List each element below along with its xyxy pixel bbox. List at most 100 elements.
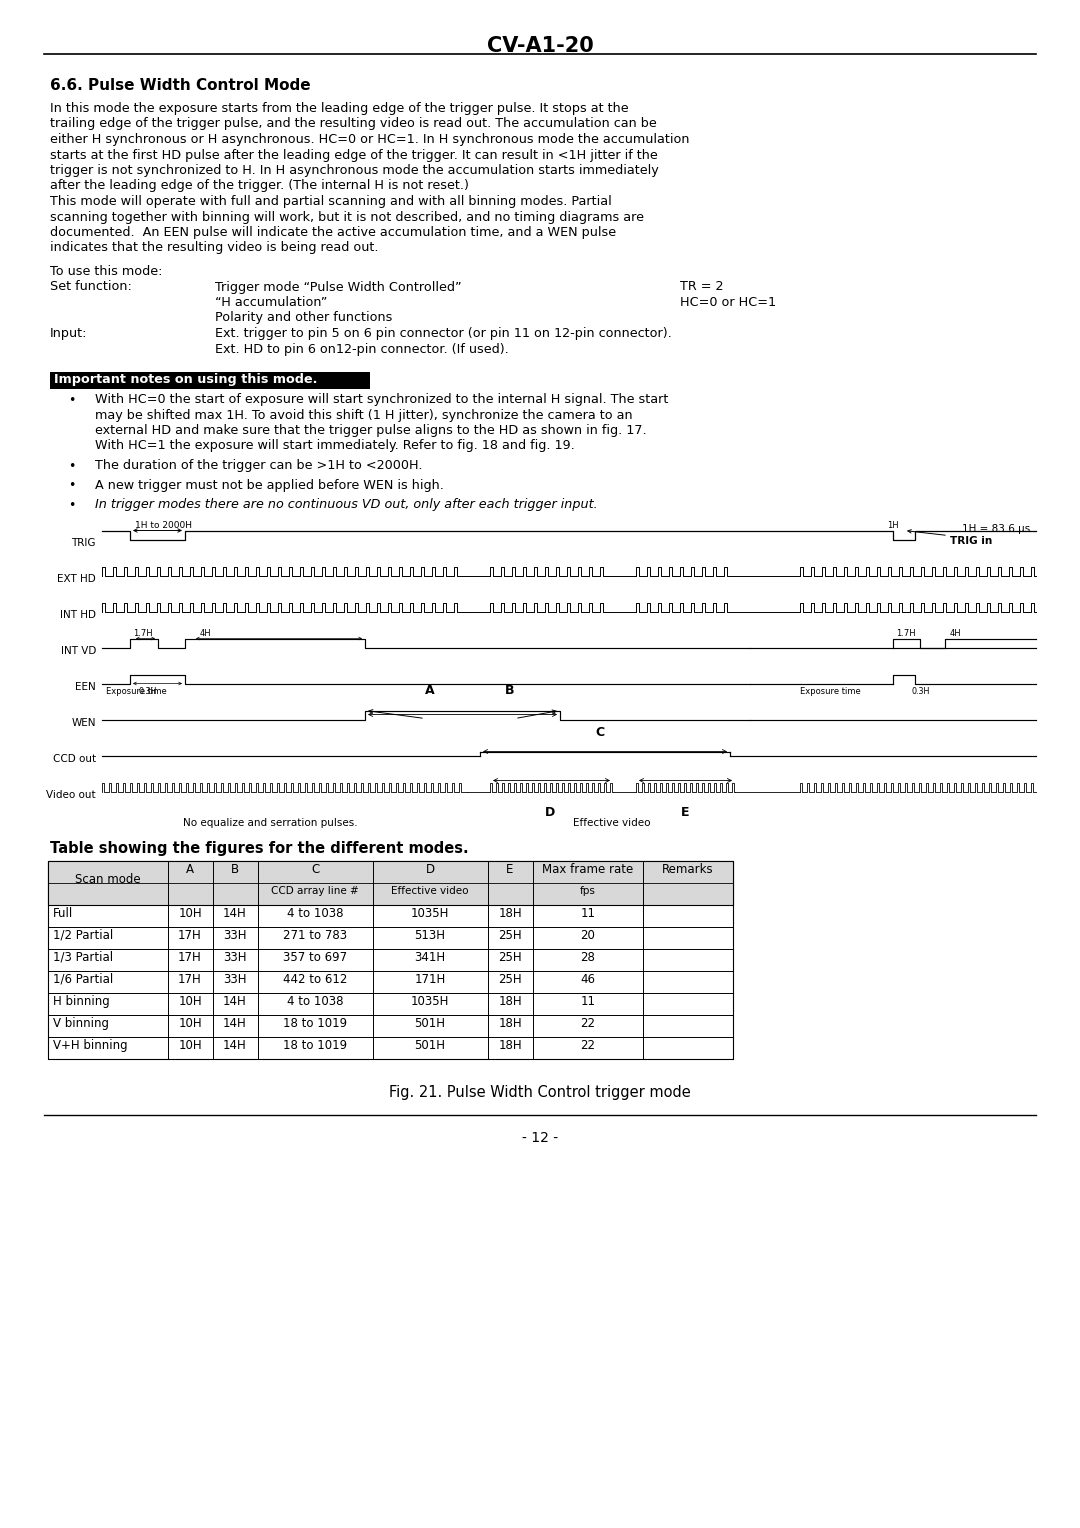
Text: 4H: 4H [200,628,212,637]
Text: 10H: 10H [178,995,202,1008]
Text: 4 to 1038: 4 to 1038 [287,908,343,920]
Text: CCD array line #: CCD array line # [271,886,359,897]
Text: fps: fps [580,886,596,897]
Text: 501H: 501H [415,1039,446,1051]
Text: 46: 46 [581,973,595,986]
Text: Scan mode: Scan mode [76,872,140,886]
Text: 4 to 1038: 4 to 1038 [287,995,343,1008]
Text: 357 to 697: 357 to 697 [283,950,347,964]
Text: INT HD: INT HD [60,611,96,620]
Text: D: D [545,807,555,819]
Text: This mode will operate with full and partial scanning and with all binning modes: This mode will operate with full and par… [50,196,611,208]
Text: 513H: 513H [415,929,446,941]
Bar [48,860,733,1059]
Text: 1/3 Partial: 1/3 Partial [53,950,113,964]
Text: 6.6. Pulse Width Control Mode: 6.6. Pulse Width Control Mode [50,78,311,93]
Text: 33H: 33H [224,929,246,941]
Text: 18 to 1019: 18 to 1019 [283,1039,347,1051]
Text: Full: Full [53,908,73,920]
Text: 1H = 83.6 μs: 1H = 83.6 μs [962,524,1030,533]
Text: 18 to 1019: 18 to 1019 [283,1018,347,1030]
Text: 33H: 33H [224,973,246,986]
Text: 4H: 4H [950,628,961,637]
Text: Set function:: Set function: [50,281,132,293]
Text: Ext. trigger to pin 5 on 6 pin connector (or pin 11 on 12-pin connector).: Ext. trigger to pin 5 on 6 pin connector… [215,327,672,341]
Text: With HC=1 the exposure will start immediately. Refer to fig. 18 and fig. 19.: With HC=1 the exposure will start immedi… [95,440,575,452]
Text: Table showing the figures for the different modes.: Table showing the figures for the differ… [50,840,469,856]
Text: scanning together with binning will work, but it is not described, and no timing: scanning together with binning will work… [50,211,644,223]
Text: 10H: 10H [178,1039,202,1051]
Text: 18H: 18H [498,995,522,1008]
Text: Trigger mode “Pulse Width Controlled”: Trigger mode “Pulse Width Controlled” [215,281,461,293]
Text: 22: 22 [581,1018,595,1030]
Text: 22: 22 [581,1039,595,1051]
Text: HC=0 or HC=1: HC=0 or HC=1 [680,296,777,309]
Text: 17H: 17H [178,929,202,941]
Text: may be shifted max 1H. To avoid this shift (1 H jitter), synchronize the camera : may be shifted max 1H. To avoid this shi… [95,408,633,422]
Text: 14H: 14H [224,1018,247,1030]
Text: 25H: 25H [498,950,522,964]
Text: 1/2 Partial: 1/2 Partial [53,929,113,941]
Text: external HD and make sure that the trigger pulse aligns to the HD as shown in fi: external HD and make sure that the trigg… [95,423,647,437]
Text: Effective video: Effective video [391,886,469,897]
Text: Exposure time: Exposure time [106,686,166,695]
Text: 442 to 612: 442 to 612 [283,973,347,986]
Text: EEN: EEN [76,683,96,692]
Text: after the leading edge of the trigger. (The internal H is not reset.): after the leading edge of the trigger. (… [50,179,469,193]
Text: To use this mode:: To use this mode: [50,264,162,278]
Text: B: B [505,683,515,697]
Text: Important notes on using this mode.: Important notes on using this mode. [54,373,318,387]
Text: 271 to 783: 271 to 783 [283,929,347,941]
Text: B: B [231,863,239,876]
Text: A new trigger must not be applied before WEN is high.: A new trigger must not be applied before… [95,478,444,492]
Text: Ext. HD to pin 6 on12-pin connector. (If used).: Ext. HD to pin 6 on12-pin connector. (If… [215,342,509,356]
Text: 341H: 341H [415,950,446,964]
Text: V+H binning: V+H binning [53,1039,127,1051]
Text: 11: 11 [581,908,595,920]
Text: Fig. 21. Pulse Width Control trigger mode: Fig. 21. Pulse Width Control trigger mod… [389,1085,691,1100]
Text: 25H: 25H [498,929,522,941]
Text: EXT HD: EXT HD [57,575,96,585]
Text: 25H: 25H [498,973,522,986]
Text: 1.7H: 1.7H [896,628,916,637]
Text: 1035H: 1035H [410,908,449,920]
Text: 501H: 501H [415,1018,446,1030]
Text: TRIG: TRIG [71,538,96,549]
Text: Input:: Input: [50,327,87,341]
Bar [48,860,733,905]
Text: In trigger modes there are no continuous VD out, only after each trigger input.: In trigger modes there are no continuous… [95,498,597,510]
Text: 14H: 14H [224,1039,247,1051]
Text: “H accumulation”: “H accumulation” [215,296,327,309]
Text: 17H: 17H [178,950,202,964]
Text: C: C [311,863,319,876]
Text: 11: 11 [581,995,595,1008]
Text: trailing edge of the trigger pulse, and the resulting video is read out. The acc: trailing edge of the trigger pulse, and … [50,118,657,130]
Text: A: A [186,863,194,876]
Text: C: C [595,726,605,740]
Text: CV-A1-20: CV-A1-20 [487,37,593,57]
Text: No equalize and serration pulses.: No equalize and serration pulses. [183,819,357,828]
Text: Remarks: Remarks [662,863,714,876]
Text: Exposure time: Exposure time [800,686,861,695]
Text: 0.3H: 0.3H [912,686,930,695]
Text: 1035H: 1035H [410,995,449,1008]
Text: 1H to 2000H: 1H to 2000H [135,521,192,530]
Text: With HC=0 the start of exposure will start synchronized to the internal H signal: With HC=0 the start of exposure will sta… [95,393,669,406]
Text: 14H: 14H [224,995,247,1008]
Text: Effective video: Effective video [573,819,651,828]
Text: INT VD: INT VD [60,646,96,657]
Text: either H synchronous or H asynchronous. HC=0 or HC=1. In H synchronous mode the : either H synchronous or H asynchronous. … [50,133,689,147]
Text: 18H: 18H [498,908,522,920]
Text: 1/6 Partial: 1/6 Partial [53,973,113,986]
Text: Max frame rate: Max frame rate [542,863,634,876]
Text: 18H: 18H [498,1039,522,1051]
Text: •: • [68,460,76,474]
Text: V binning: V binning [53,1018,109,1030]
Text: •: • [68,394,76,406]
Text: 10H: 10H [178,908,202,920]
Text: TR = 2: TR = 2 [680,281,724,293]
Text: 1.7H: 1.7H [133,628,152,637]
Text: In this mode the exposure starts from the leading edge of the trigger pulse. It : In this mode the exposure starts from th… [50,102,629,115]
Text: 10H: 10H [178,1018,202,1030]
Text: 20: 20 [581,929,595,941]
